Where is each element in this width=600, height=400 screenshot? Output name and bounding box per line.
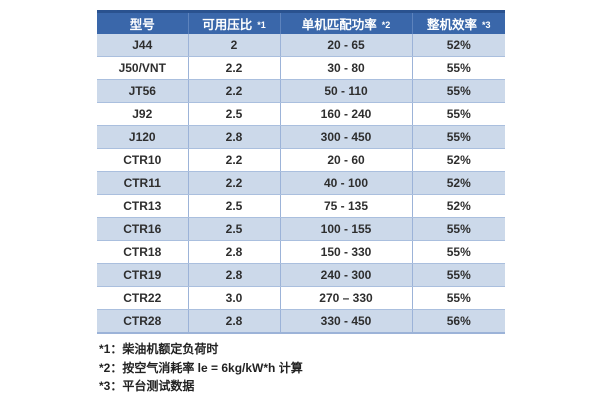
power-range-cell: 270 – 330 [280,286,413,310]
model-cell: J92 [97,102,189,126]
table-row: CTR13 2.5 75 - 135 52% [97,194,505,218]
power-range-cell: 330 - 450 [280,309,413,334]
footnote-marker-1: *1 [257,20,266,30]
header-power-range-label: 单机匹配功率 [301,18,377,32]
pressure-ratio-cell: 2 [188,34,281,57]
efficiency-cell: 55% [412,286,505,310]
table-row: CTR16 2.5 100 - 155 55% [97,217,505,241]
model-cell: J120 [97,125,189,149]
efficiency-cell: 55% [412,240,505,264]
table-row: CTR18 2.8 150 - 330 55% [97,240,505,264]
table-body: J44 2 20 - 65 52% J50/VNT 2.2 30 - 80 55% JT56 2.… [97,34,505,334]
table-row: JT56 2.2 50 - 110 55% [97,79,505,103]
header-power-range: 单机匹配功率 *2 [280,10,413,34]
efficiency-cell: 55% [412,125,505,149]
model-cell: CTR13 [97,194,189,218]
power-range-cell: 20 - 65 [280,34,413,57]
model-cell: J50/VNT [97,56,189,80]
pressure-ratio-cell: 2.5 [188,194,281,218]
pressure-ratio-cell: 2.8 [188,309,281,334]
header-efficiency: 整机效率 *3 [412,10,505,34]
footnote-3: *3：平台测试数据 [99,379,195,393]
footnote-1: *1：柴油机额定负荷时 [99,342,219,356]
table-row: J120 2.8 300 - 450 55% [97,125,505,149]
pressure-ratio-cell: 2.8 [188,263,281,287]
footnote-marker-2: *2 [381,20,391,30]
pressure-ratio-cell: 2.2 [188,171,281,195]
pressure-ratio-cell: 2.2 [188,56,281,80]
header-model-label: 型号 [129,18,155,32]
footnotes: *1：柴油机额定负荷时 *2：按空气消耗率 le = 6kg/kW*h 计算 *… [99,340,303,396]
model-cell: JT56 [97,79,189,103]
pressure-ratio-cell: 3.0 [188,286,281,310]
pressure-ratio-cell: 2.2 [188,148,281,172]
efficiency-cell: 55% [412,102,505,126]
power-range-cell: 30 - 80 [280,56,413,80]
table-row: J44 2 20 - 65 52% [97,34,505,57]
power-range-cell: 100 - 155 [280,217,413,241]
turbocharger-spec-table: 型号 可用压比 *1 单机匹配功率 *2 整机效率 *3 J44 2 20 - 65 52%… [97,10,505,334]
pressure-ratio-cell: 2.8 [188,240,281,264]
table-row: CTR10 2.2 20 - 60 52% [97,148,505,172]
model-cell: CTR18 [97,240,189,264]
table-row: CTR28 2.8 330 - 450 56% [97,309,505,334]
pressure-ratio-cell: 2.5 [188,102,281,126]
efficiency-cell: 55% [412,217,505,241]
model-cell: CTR19 [97,263,189,287]
power-range-cell: 40 - 100 [280,171,413,195]
efficiency-cell: 52% [412,171,505,195]
efficiency-cell: 52% [412,34,505,57]
header-efficiency-label: 整机效率 [426,18,477,32]
power-range-cell: 50 - 110 [280,79,413,103]
table-header-row: 型号 可用压比 *1 单机匹配功率 *2 整机效率 *3 [97,10,505,34]
efficiency-cell: 52% [412,194,505,218]
footnote-2: *2：按空气消耗率 le = 6kg/kW*h 计算 [99,360,303,375]
power-range-cell: 150 - 330 [280,240,413,264]
power-range-cell: 300 - 450 [280,125,413,149]
pressure-ratio-cell: 2.8 [188,125,281,149]
model-cell: CTR28 [97,309,189,334]
power-range-cell: 20 - 60 [280,148,413,172]
table-row: CTR22 3.0 270 – 330 55% [97,286,505,310]
power-range-cell: 240 - 300 [280,263,413,287]
model-cell: CTR16 [97,217,189,241]
model-cell: CTR10 [97,148,189,172]
header-pressure-ratio: 可用压比 *1 [188,10,281,34]
model-cell: CTR22 [97,286,189,310]
efficiency-cell: 55% [412,56,505,80]
table-row: CTR19 2.8 240 - 300 55% [97,263,505,287]
table-row: CTR11 2.2 40 - 100 52% [97,171,505,195]
footnote-marker-3: *3 [482,20,491,30]
pressure-ratio-cell: 2.2 [188,79,281,103]
table-row: J50/VNT 2.2 30 - 80 55% [97,56,505,80]
table-row: J92 2.5 160 - 240 55% [97,102,505,126]
efficiency-cell: 55% [412,79,505,103]
header-model: 型号 [97,10,189,34]
header-pressure-ratio-label: 可用压比 [202,18,253,32]
model-cell: CTR11 [97,171,189,195]
model-cell: J44 [97,34,189,57]
pressure-ratio-cell: 2.5 [188,217,281,241]
efficiency-cell: 52% [412,148,505,172]
efficiency-cell: 56% [412,309,505,334]
power-range-cell: 160 - 240 [280,102,413,126]
efficiency-cell: 55% [412,263,505,287]
power-range-cell: 75 - 135 [280,194,413,218]
